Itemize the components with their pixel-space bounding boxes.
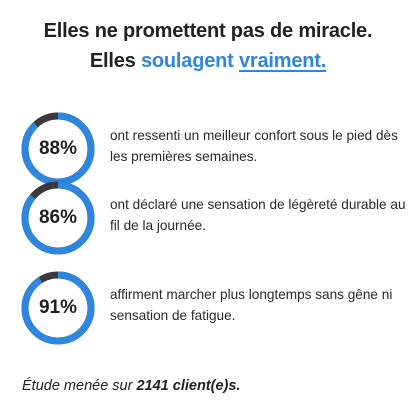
progress-ring-fill [21, 181, 95, 255]
stat-description: affirment marcher plus longtemps sans gê… [110, 287, 393, 323]
study-footnote: Étude menée sur 2141 client(e)s. [22, 378, 240, 394]
stat-item-1: 88% ont ressenti un meilleur confort sou… [20, 111, 410, 191]
progress-ring-graphic [21, 181, 95, 255]
footnote-count: 2141 client(e)s. [136, 378, 241, 394]
stat-description: ont déclaré une sensation de légèreté du… [110, 197, 406, 233]
progress-ring: 88% [20, 111, 96, 187]
progress-ring-fill [21, 271, 95, 345]
stat-description: ont ressenti un meilleur confort sous le… [110, 128, 398, 164]
progress-ring-graphic [21, 271, 95, 345]
footnote-prefix: Étude menée sur [22, 378, 133, 394]
stat-percentage: 88% [38, 138, 78, 159]
progress-ring: 86% [20, 180, 96, 256]
headline-line-2-start: Elles [89, 50, 136, 72]
headline-accent-word: soulagent [140, 50, 234, 72]
headline-accent-underlined-word: vraiment. [238, 50, 327, 72]
progress-ring: 91% [20, 270, 96, 346]
stat-percentage: 86% [38, 207, 78, 228]
headline: Elles ne promettent pas de miracle. Elle… [0, 16, 416, 76]
headline-line-1: Elles ne promettent pas de miracle. [43, 20, 373, 42]
stat-item-3: 91% affirment marcher plus longtemps san… [20, 270, 410, 350]
stat-percentage: 91% [38, 297, 78, 318]
stat-item-2: 86% ont déclaré une sensation de légèret… [20, 180, 410, 260]
headline-line-2: Elles soulagent vraiment. [0, 46, 416, 76]
